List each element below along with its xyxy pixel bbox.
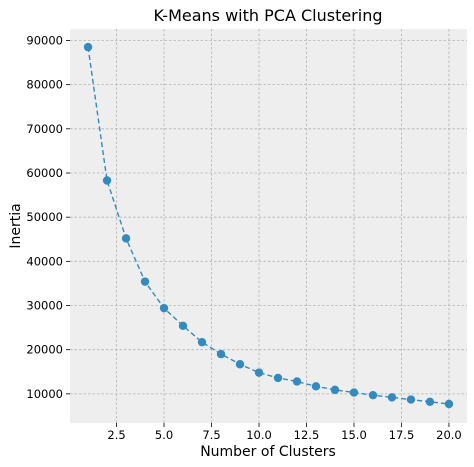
- data-point: [273, 373, 283, 383]
- y-tick-label: 10000: [26, 387, 63, 401]
- data-point: [425, 397, 435, 406]
- data-point: [387, 393, 397, 402]
- data-point: [444, 399, 454, 409]
- x-tick-label: 20.0: [436, 428, 462, 442]
- data-point: [178, 321, 188, 331]
- x-tick-label: 2.5: [107, 428, 125, 442]
- x-tick-label: 12.5: [294, 428, 320, 442]
- data-point: [235, 360, 245, 369]
- y-tick-label: 20000: [26, 343, 63, 357]
- data-point: [311, 382, 321, 391]
- data-point: [102, 176, 112, 185]
- data-point: [406, 395, 416, 404]
- data-point: [330, 385, 340, 395]
- y-tick-label: 50000: [26, 210, 63, 224]
- x-tick-label: 10.0: [246, 428, 272, 442]
- data-point: [197, 337, 207, 347]
- data-point: [140, 277, 150, 286]
- y-tick-label: 40000: [26, 254, 63, 268]
- x-axis: 2.5 5.0 7.5 10.0 12.5 15.0 17.5 20.0: [107, 423, 462, 442]
- data-point: [254, 368, 264, 377]
- x-tick-label: 17.5: [389, 428, 415, 442]
- x-tick-label: 5.0: [155, 428, 173, 442]
- data-point: [83, 42, 93, 52]
- chart-title: K-Means with PCA Clustering: [153, 6, 382, 25]
- y-tick-label: 80000: [26, 78, 63, 92]
- data-point: [349, 388, 359, 397]
- plot-area: [70, 29, 467, 423]
- x-tick-label: 15.0: [341, 428, 367, 442]
- y-tick-label: 30000: [26, 299, 63, 313]
- y-axis: 10000 20000 30000 40000 50000 60000 70000 80000…: [26, 33, 70, 401]
- grid-lines: [70, 29, 467, 423]
- y-tick-label: 90000: [26, 33, 63, 47]
- y-tick-label: 60000: [26, 166, 63, 180]
- y-tick-label: 70000: [26, 122, 63, 136]
- data-point: [368, 390, 378, 400]
- data-point: [292, 377, 302, 386]
- x-tick-label: 7.5: [202, 428, 220, 442]
- data-point: [216, 349, 226, 359]
- x-axis-label: Number of Clusters: [200, 444, 336, 460]
- series-inertia: [83, 42, 454, 409]
- y-axis-label: Inertia: [8, 203, 24, 248]
- data-point: [159, 303, 169, 313]
- data-point: [121, 234, 131, 243]
